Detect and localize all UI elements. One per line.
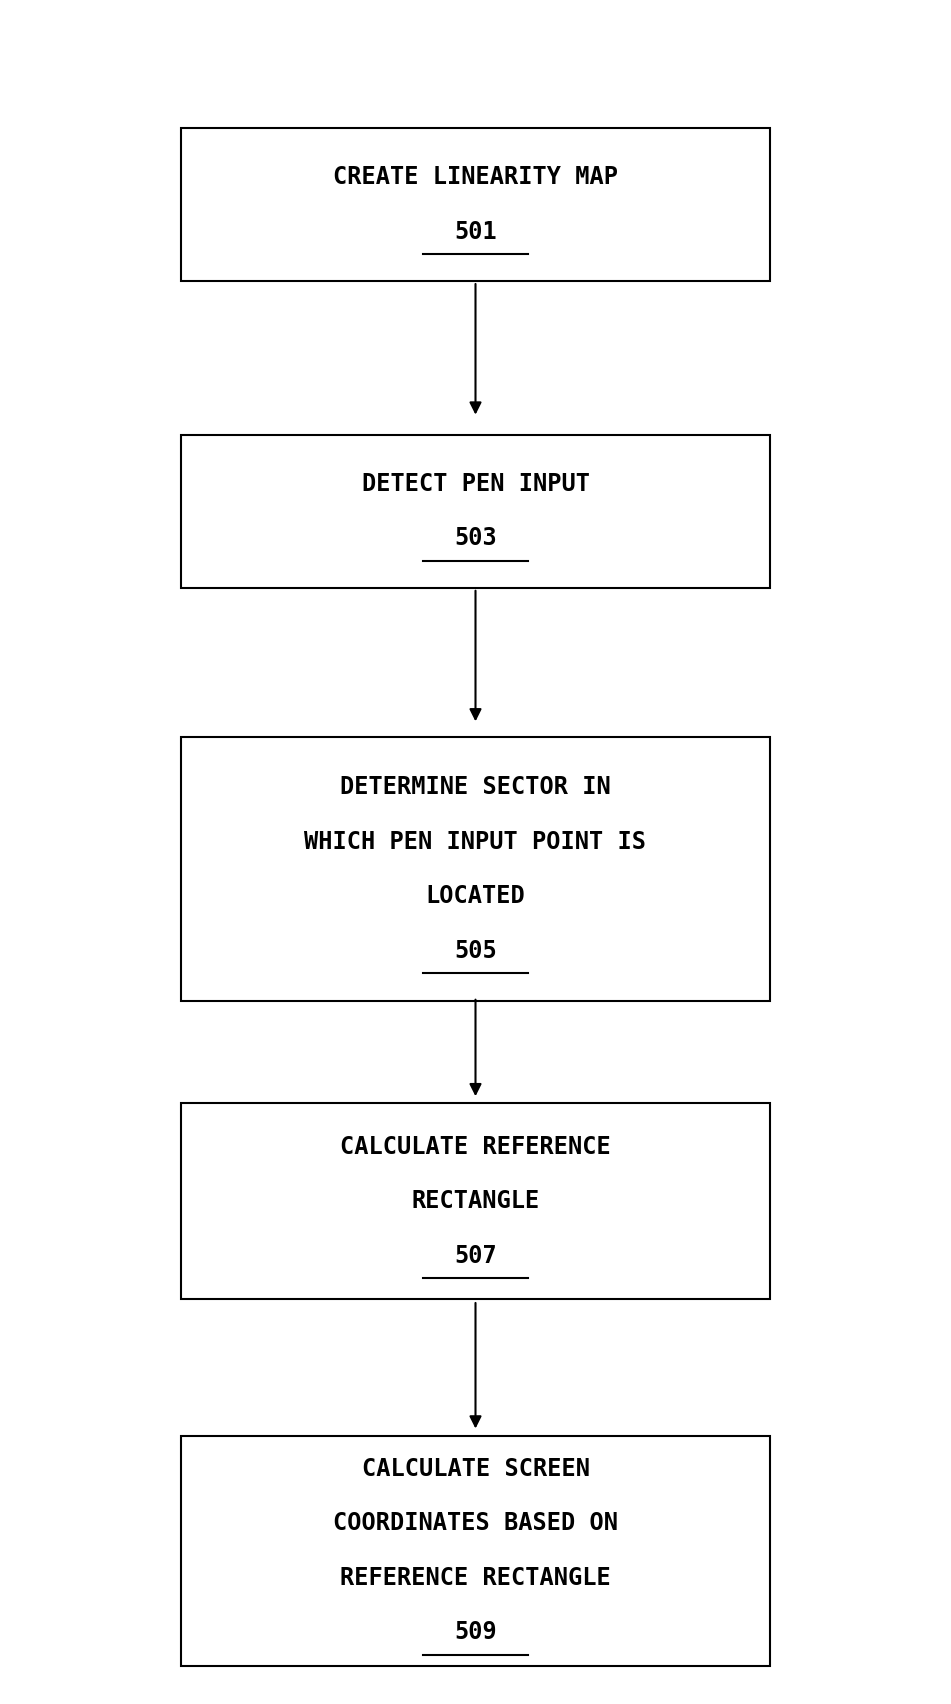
Text: LOCATED: LOCATED	[426, 884, 525, 908]
FancyBboxPatch shape	[181, 736, 770, 1002]
Text: DETECT PEN INPUT: DETECT PEN INPUT	[361, 472, 590, 496]
FancyBboxPatch shape	[181, 128, 770, 281]
Text: RECTANGLE: RECTANGLE	[412, 1189, 539, 1213]
Text: REFERENCE RECTANGLE: REFERENCE RECTANGLE	[340, 1566, 611, 1590]
Text: COORDINATES BASED ON: COORDINATES BASED ON	[333, 1511, 618, 1535]
FancyBboxPatch shape	[181, 435, 770, 588]
Text: 509: 509	[455, 1621, 496, 1644]
Text: CREATE LINEARITY MAP: CREATE LINEARITY MAP	[333, 165, 618, 189]
Text: 501: 501	[455, 220, 496, 244]
FancyBboxPatch shape	[181, 1104, 770, 1298]
Text: 507: 507	[455, 1244, 496, 1268]
Text: CALCULATE REFERENCE: CALCULATE REFERENCE	[340, 1135, 611, 1159]
Text: 503: 503	[455, 527, 496, 550]
Text: DETERMINE SECTOR IN: DETERMINE SECTOR IN	[340, 775, 611, 799]
Text: WHICH PEN INPUT POINT IS: WHICH PEN INPUT POINT IS	[304, 830, 647, 854]
FancyBboxPatch shape	[181, 1435, 770, 1667]
Text: 505: 505	[455, 939, 496, 963]
Text: CALCULATE SCREEN: CALCULATE SCREEN	[361, 1457, 590, 1481]
